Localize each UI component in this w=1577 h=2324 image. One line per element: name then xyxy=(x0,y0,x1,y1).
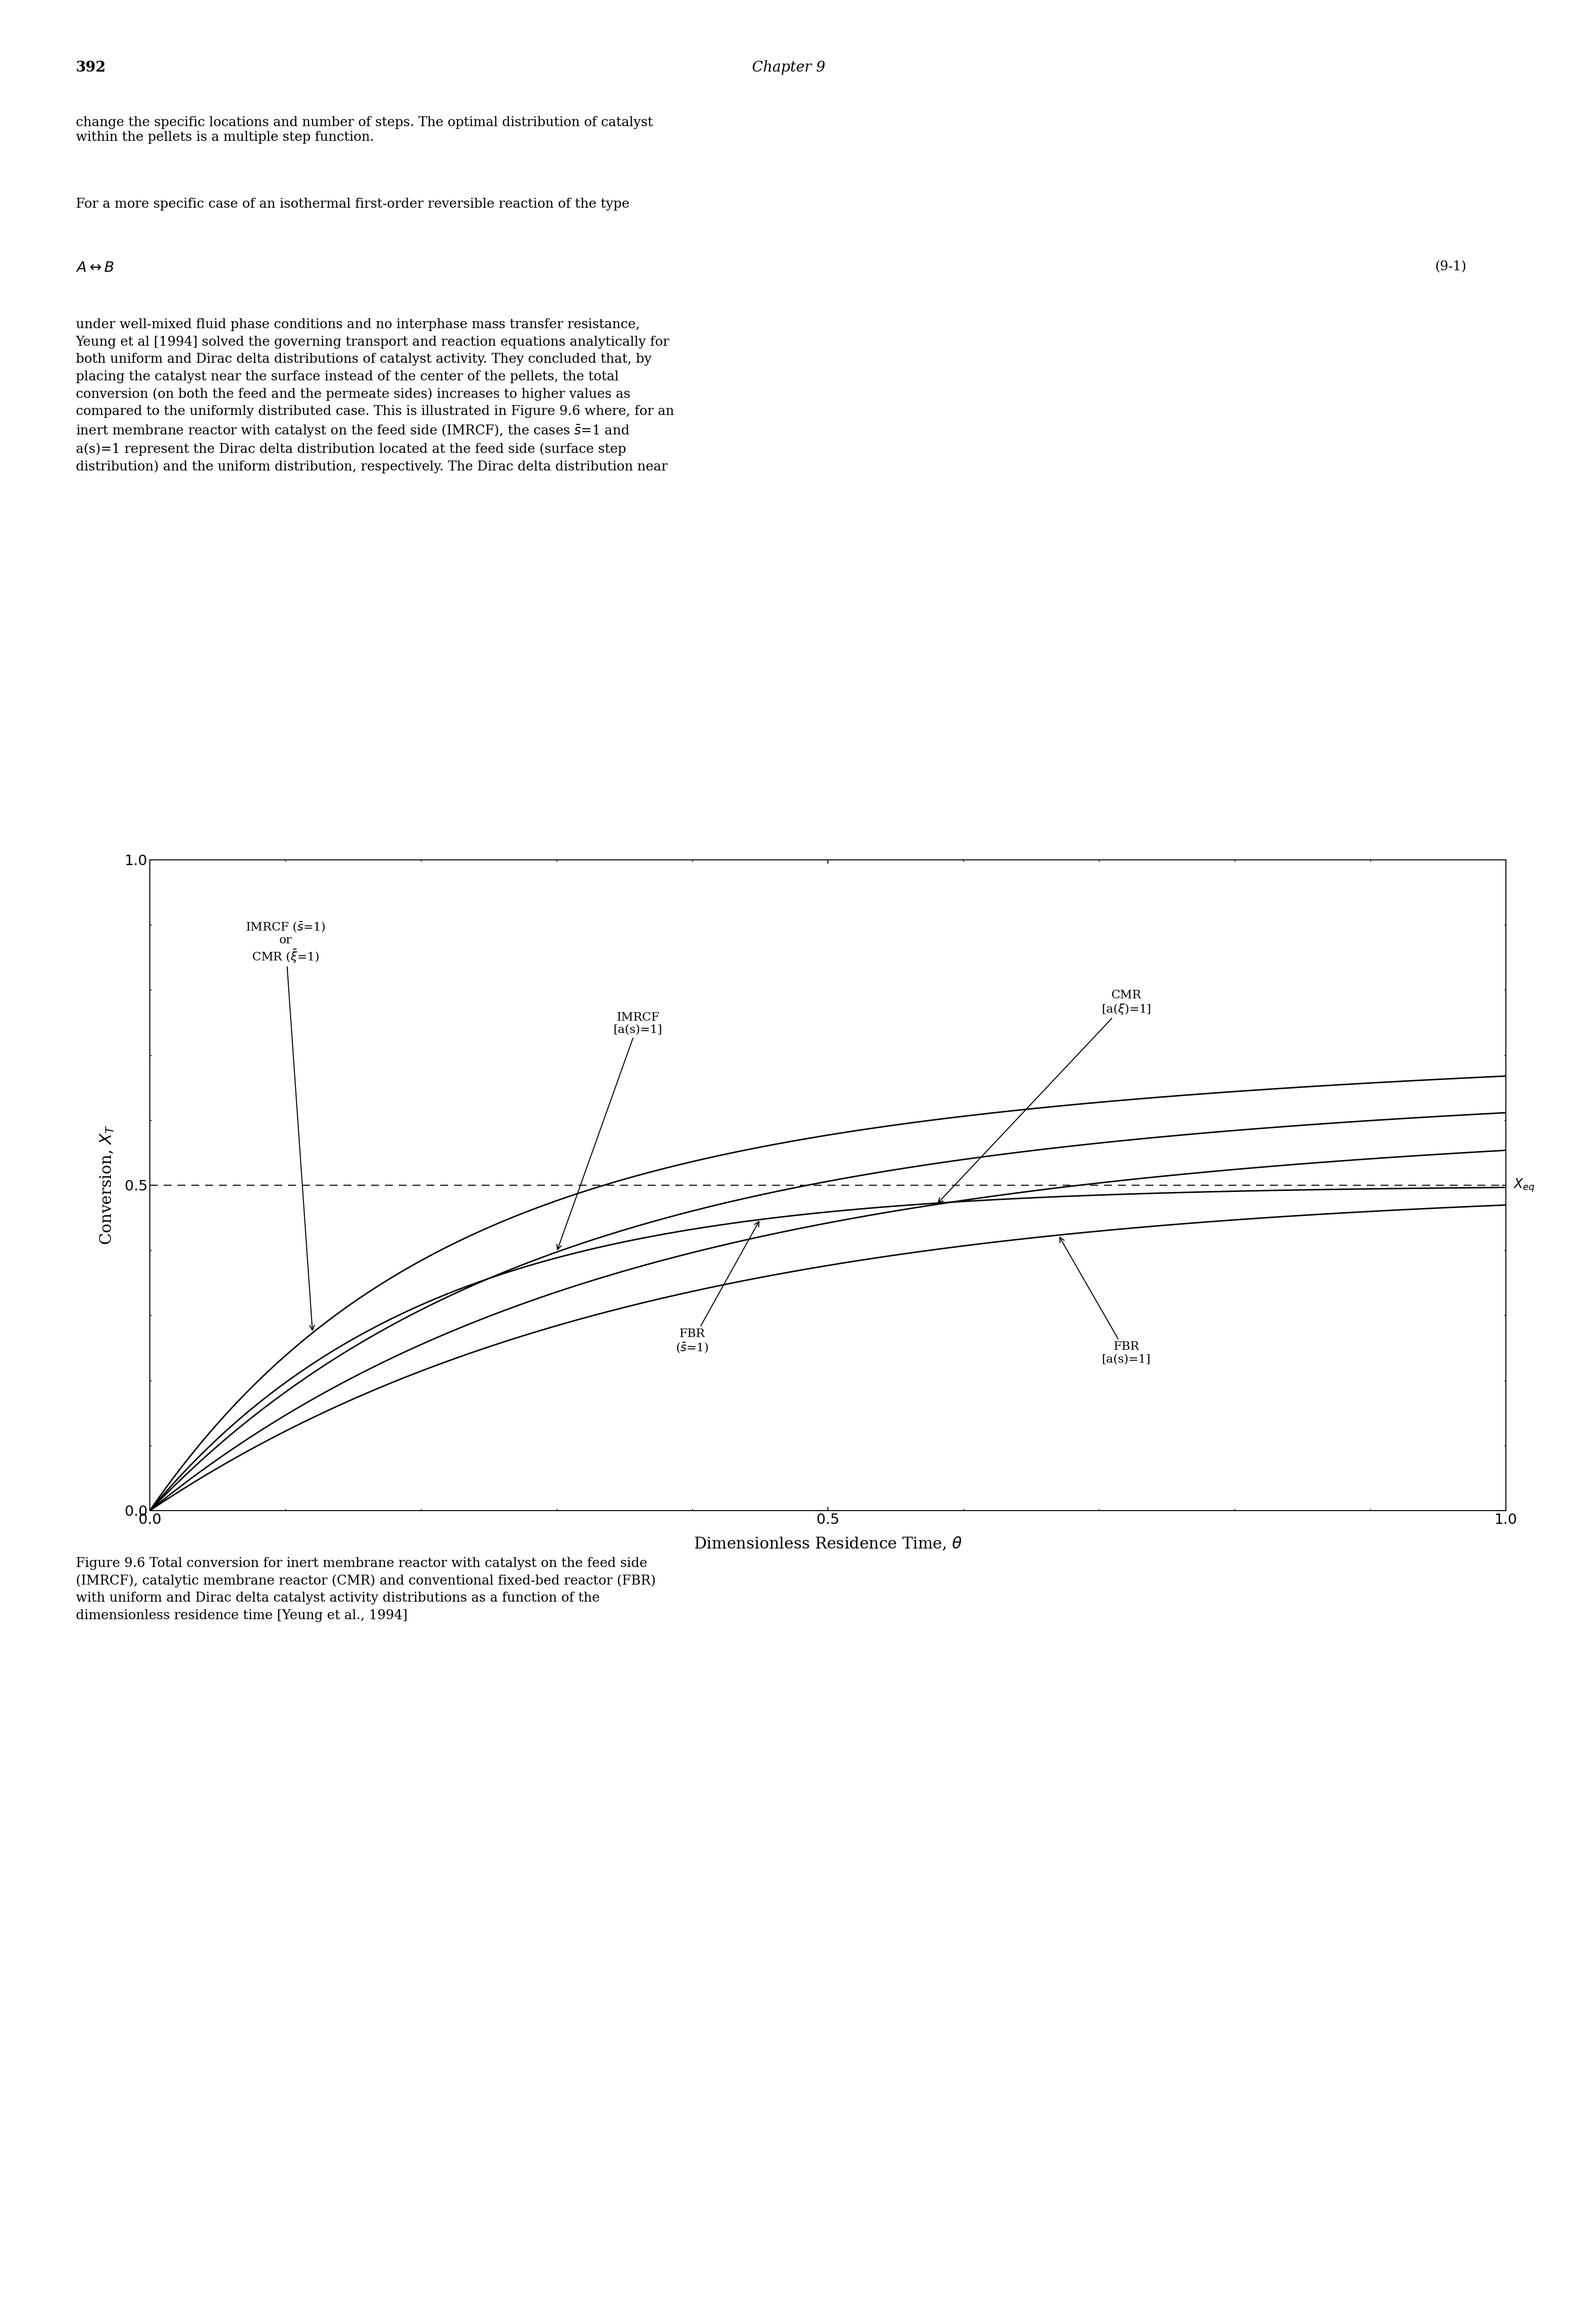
Y-axis label: Conversion, $X_T$: Conversion, $X_T$ xyxy=(99,1125,115,1246)
Text: under well-mixed fluid phase conditions and no interphase mass transfer resistan: under well-mixed fluid phase conditions … xyxy=(76,318,673,474)
Text: FBR
[a(s)=1]: FBR [a(s)=1] xyxy=(1060,1236,1151,1364)
X-axis label: Dimensionless Residence Time, $\theta$: Dimensionless Residence Time, $\theta$ xyxy=(694,1536,962,1552)
Text: change the specific locations and number of steps. The optimal distribution of c: change the specific locations and number… xyxy=(76,116,653,144)
Text: $X_{eq}$: $X_{eq}$ xyxy=(1512,1178,1534,1192)
Text: 392: 392 xyxy=(76,60,106,74)
Text: For a more specific case of an isothermal first-order reversible reaction of the: For a more specific case of an isotherma… xyxy=(76,198,629,211)
Text: IMRCF
[a(s)=1]: IMRCF [a(s)=1] xyxy=(557,1011,662,1250)
Text: IMRCF ($\bar{s}$=1)
or
CMR ($\bar{\xi}$=1): IMRCF ($\bar{s}$=1) or CMR ($\bar{\xi}$=… xyxy=(246,920,325,1329)
Text: Chapter 9: Chapter 9 xyxy=(752,60,825,74)
Text: FBR
($\bar{s}$=1): FBR ($\bar{s}$=1) xyxy=(677,1222,759,1355)
Text: Figure 9.6 Total conversion for inert membrane reactor with catalyst on the feed: Figure 9.6 Total conversion for inert me… xyxy=(76,1557,656,1622)
Text: (9-1): (9-1) xyxy=(1435,260,1467,274)
Text: $A \leftrightarrow B$: $A \leftrightarrow B$ xyxy=(76,260,114,274)
Text: CMR
[a($\xi$)=1]: CMR [a($\xi$)=1] xyxy=(938,990,1151,1204)
